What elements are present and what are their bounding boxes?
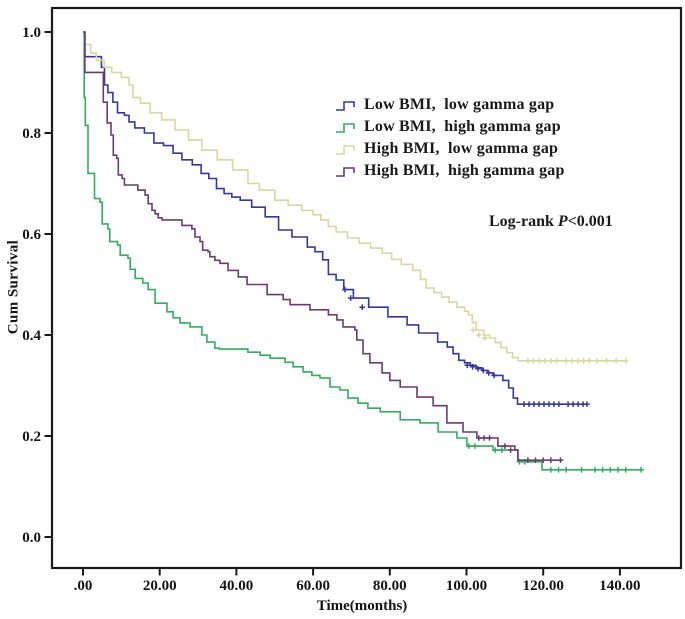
legend: Low BMI, low gamma gap Low BMI, high gam… [335,94,565,182]
y-tick-label: 0.8 [22,126,41,142]
x-axis-title: Time(months) [316,598,408,614]
legend-item: High BMI, high gamma gap [335,160,565,182]
x-tick-label: 120.00 [523,578,564,594]
y-tick-label: 1.0 [22,25,41,41]
x-tick-label: .00 [74,578,93,594]
censor-marks-3 [476,435,564,463]
legend-item: Low BMI, low gamma gap [335,94,565,116]
censor-marks-2 [470,327,629,364]
legend-item: High BMI, low gamma gap [335,138,565,160]
survival-curve-3 [83,31,563,461]
x-tick-label: 140.00 [599,578,640,594]
log-rank-annotation: Log-rank P<0.001 [489,213,613,231]
legend-item-label: High BMI, low gamma gap [364,140,559,157]
y-tick-label: 0.4 [22,328,41,344]
legend-step-icon [336,144,355,155]
log-rank-p-symbol: P [557,213,568,230]
y-tick-label: 0.2 [22,429,41,445]
censor-marks-1 [466,443,644,473]
y-axis-title: Cum Survival [5,239,22,335]
y-tick-label: 0.6 [22,227,41,243]
survival-curve-1 [83,31,643,471]
survival-curve-2 [83,31,628,362]
legend-step-icon [336,100,355,111]
x-tick-label: 20.00 [143,578,177,594]
legend-step-icon [336,122,355,133]
log-rank-value: <0.001 [567,213,613,230]
plot-frame [50,6,683,570]
survival-curve-0 [83,31,588,405]
legend-step-icon [336,166,355,177]
legend-item-label: High BMI, high gamma gap [364,162,565,179]
x-tick-label: 100.00 [446,578,487,594]
x-tick-label: 40.00 [220,578,254,594]
x-tick-label: 80.00 [373,578,407,594]
x-tick-label: 60.00 [296,578,330,594]
legend-item: Low BMI, high gamma gap [335,116,565,138]
legend-item-label: Low BMI, high gamma gap [364,118,561,135]
y-tick-label: 0.0 [22,530,41,546]
censor-marks-0 [342,286,590,407]
legend-item-label: Low BMI, low gamma gap [364,96,555,113]
log-rank-prefix: Log-rank [489,213,558,230]
